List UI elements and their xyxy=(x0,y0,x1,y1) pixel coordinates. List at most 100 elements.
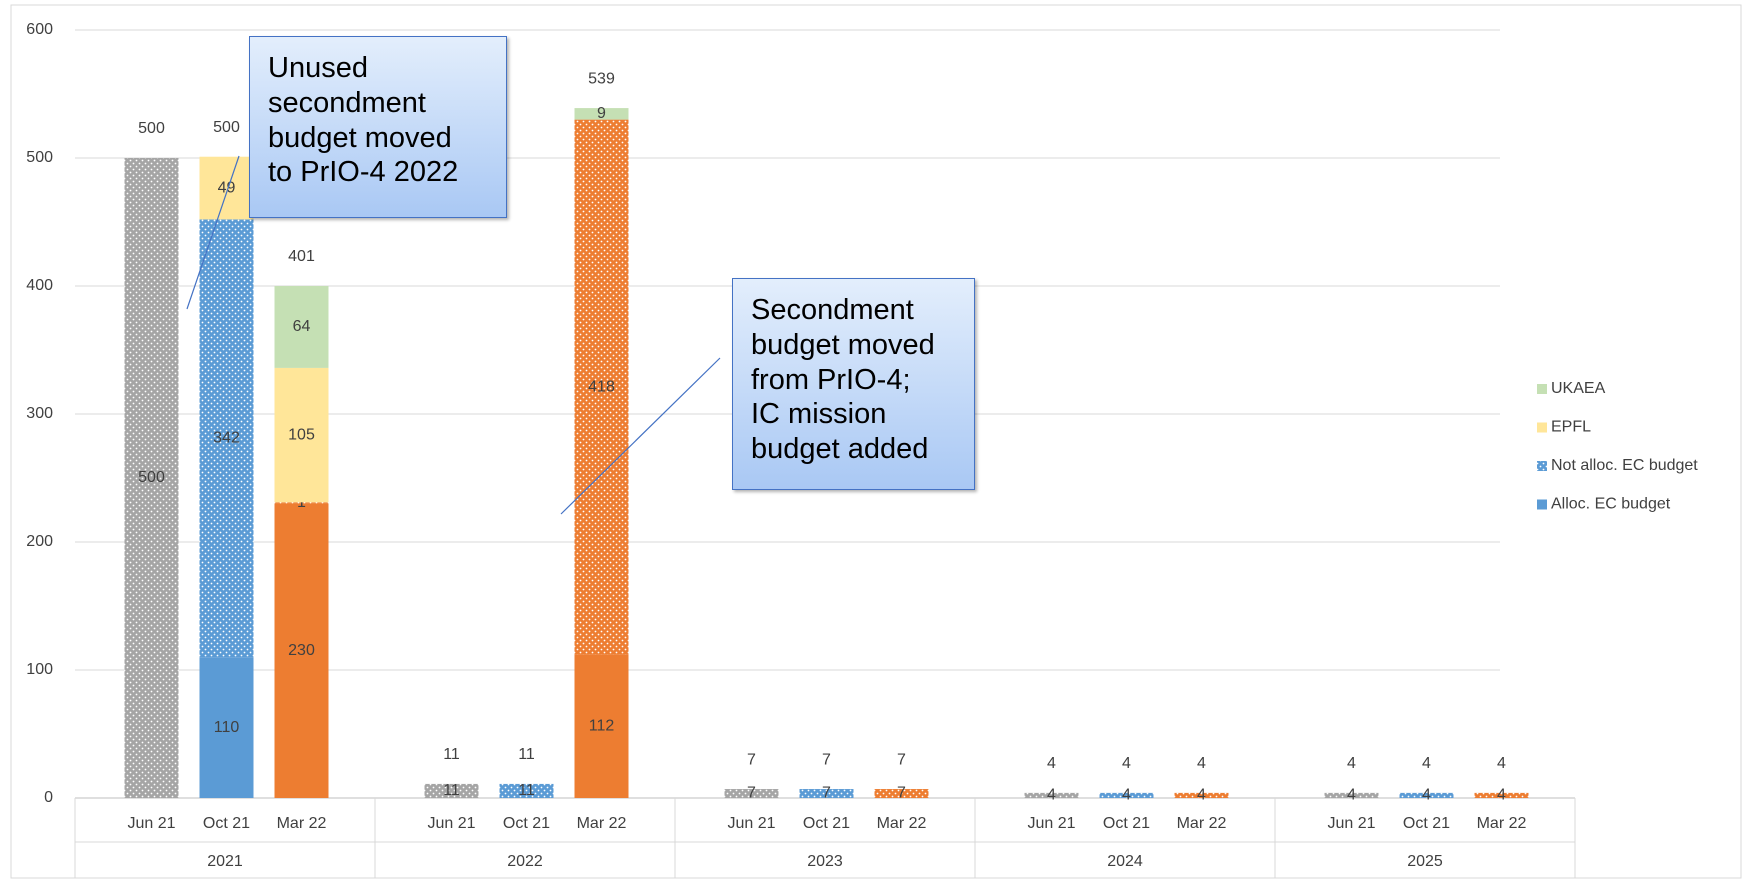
bar-segment xyxy=(199,219,254,658)
total-label: 11 xyxy=(443,746,460,763)
total-label: 4 xyxy=(1197,755,1206,772)
total-label: 4 xyxy=(1347,755,1356,772)
total-label: 11 xyxy=(518,746,535,763)
data-label: 4 xyxy=(1197,787,1206,804)
annotation-line: secondment xyxy=(268,86,426,119)
bar-segment xyxy=(574,119,629,655)
bar-segment xyxy=(1399,792,1454,798)
annotation-line: Unused xyxy=(268,52,368,84)
bar-segment xyxy=(424,783,479,798)
bar-segment xyxy=(1474,792,1529,798)
y-tick-label: 100 xyxy=(26,661,53,678)
data-label: 11 xyxy=(518,782,535,799)
x-tick-label: Oct 21 xyxy=(803,815,850,832)
annotation-leader xyxy=(560,357,721,515)
bar-segment xyxy=(199,657,254,798)
y-tick-label: 200 xyxy=(26,533,53,550)
bar-segment xyxy=(124,158,179,798)
data-label: 11 xyxy=(443,782,460,799)
total-label: 500 xyxy=(138,120,165,137)
annotation-line: to PrIO-4 2022 xyxy=(268,156,459,189)
legend-swatch xyxy=(1537,461,1547,471)
x-tick-label: Mar 22 xyxy=(877,815,927,832)
bar-segment xyxy=(874,789,929,798)
annotation-box: Secondment budget moved from PrIO-4; IC mis… xyxy=(732,278,975,490)
x-tick-label: Oct 21 xyxy=(1403,815,1450,832)
group-label: 2025 xyxy=(1407,853,1443,870)
group-label: 2021 xyxy=(207,853,243,870)
x-tick-label: Jun 21 xyxy=(427,815,475,832)
data-label: 500 xyxy=(138,469,165,486)
data-label: 64 xyxy=(293,318,311,335)
x-tick-label: Jun 21 xyxy=(1327,815,1375,832)
bar-segment xyxy=(574,654,629,798)
group-label: 2024 xyxy=(1107,853,1143,870)
annotation-line: from PrIO-4; xyxy=(751,363,911,396)
total-label: 401 xyxy=(288,248,315,265)
data-label: 105 xyxy=(288,426,315,443)
bar-segment xyxy=(499,783,554,798)
data-label: 110 xyxy=(214,719,240,736)
annotation-line: IC mission xyxy=(751,398,887,431)
data-label: 112 xyxy=(589,718,615,735)
legend-label: UKAEA xyxy=(1551,380,1606,397)
total-label: 7 xyxy=(822,751,831,768)
bar-segment xyxy=(274,502,329,504)
annotation-line: budget moved xyxy=(268,121,452,154)
x-tick-label: Mar 22 xyxy=(577,815,627,832)
y-tick-label: 0 xyxy=(44,789,53,806)
data-label: 7 xyxy=(897,785,906,802)
bar-segment xyxy=(1174,792,1229,798)
bar-segment xyxy=(799,789,854,798)
bar-segment xyxy=(724,789,779,798)
bar-segment xyxy=(274,286,329,368)
data-label: 7 xyxy=(822,785,831,802)
x-tick-label: Mar 22 xyxy=(1477,815,1527,832)
x-tick-label: Oct 21 xyxy=(203,815,250,832)
legend-swatch xyxy=(1537,422,1547,433)
total-label: 4 xyxy=(1047,755,1056,772)
y-tick-label: 500 xyxy=(26,149,53,166)
chart-border xyxy=(10,4,1742,879)
data-label: 342 xyxy=(213,430,240,447)
bar-segment xyxy=(1099,792,1154,798)
total-label: 4 xyxy=(1497,755,1506,772)
legend-label: EPFL xyxy=(1551,419,1591,436)
annotation-line: Secondment xyxy=(751,294,914,326)
annotation-line: budget added xyxy=(751,433,929,466)
annotation-leader xyxy=(186,155,240,310)
data-label: 9 xyxy=(597,105,606,122)
total-label: 4 xyxy=(1422,755,1431,772)
group-label: 2022 xyxy=(507,853,543,870)
x-tick-label: Oct 21 xyxy=(503,815,550,832)
data-label: 4 xyxy=(1422,787,1431,804)
data-label: 230 xyxy=(288,642,315,659)
data-label: 1 xyxy=(297,494,306,511)
total-label: 7 xyxy=(747,751,756,768)
legend-label: Not alloc. EC budget xyxy=(1551,457,1698,474)
x-tick-label: Jun 21 xyxy=(727,815,775,832)
group-label: 2023 xyxy=(807,853,843,870)
bar-segment xyxy=(274,503,329,798)
x-tick-label: Mar 22 xyxy=(1177,815,1227,832)
bar-segment xyxy=(274,367,329,503)
data-label: 4 xyxy=(1047,787,1056,804)
data-label: 4 xyxy=(1122,787,1131,804)
y-tick-label: 400 xyxy=(26,277,53,294)
total-label: 4 xyxy=(1122,755,1131,772)
x-tick-label: Jun 21 xyxy=(127,815,175,832)
x-tick-label: Oct 21 xyxy=(1103,815,1150,832)
y-tick-label: 300 xyxy=(26,405,53,422)
data-label: 418 xyxy=(588,378,615,395)
x-tick-label: Jun 21 xyxy=(1027,815,1075,832)
bar-segment xyxy=(1024,792,1079,798)
y-tick-label: 600 xyxy=(26,21,53,38)
data-label: 4 xyxy=(1347,787,1356,804)
bar-segment xyxy=(574,108,629,120)
legend-label: Alloc. EC budget xyxy=(1551,496,1671,513)
x-tick-label: Mar 22 xyxy=(277,815,327,832)
annotation-line: budget moved xyxy=(751,328,935,361)
data-label: 4 xyxy=(1497,787,1506,804)
